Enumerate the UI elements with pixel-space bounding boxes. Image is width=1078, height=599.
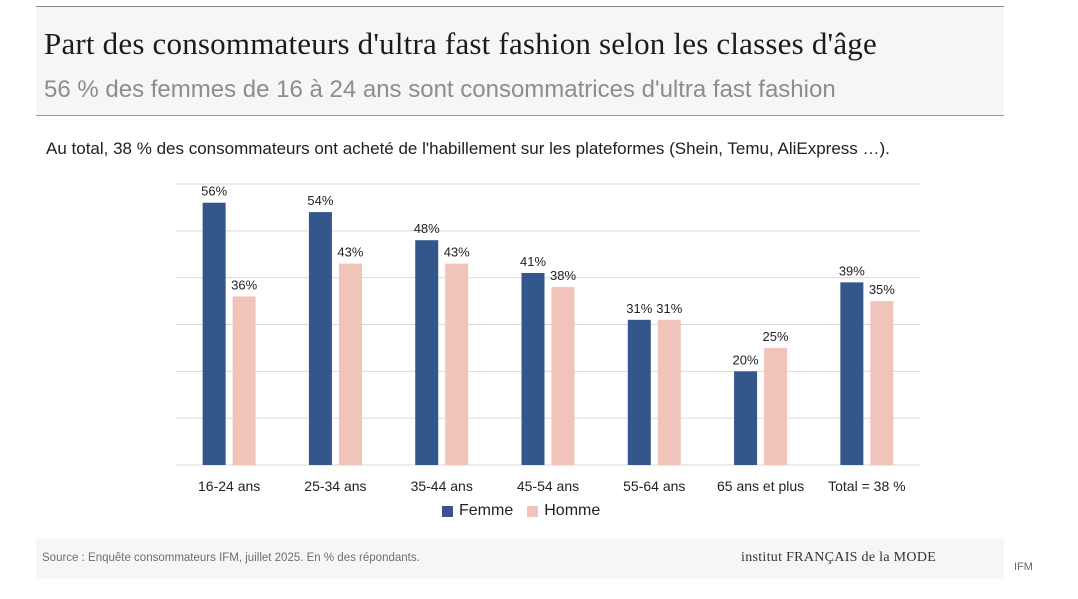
data-label-femme: 48%: [414, 221, 440, 236]
chart-legend: Femme Homme: [442, 501, 600, 521]
data-label-femme: 31%: [626, 301, 652, 316]
legend-item-homme: Homme: [527, 502, 600, 520]
legend-swatch-femme: [442, 505, 453, 517]
top-rule: [36, 6, 1004, 7]
data-label-femme: 54%: [307, 193, 333, 208]
header-divider: [36, 115, 1004, 116]
data-label-femme: 41%: [520, 254, 546, 269]
data-label-femme: 20%: [733, 352, 759, 367]
data-label-homme: 31%: [656, 301, 682, 316]
data-label-femme: 39%: [839, 263, 865, 278]
bar-homme: [870, 301, 894, 465]
legend-item-femme: Femme: [442, 502, 513, 520]
bar-femme: [734, 371, 758, 465]
x-tick-label: Total = 38 %: [828, 478, 905, 494]
x-tick-label: 45-54 ans: [517, 478, 579, 494]
data-label-femme: 56%: [201, 184, 227, 199]
legend-label-femme: Femme: [459, 502, 514, 519]
bar-femme: [202, 202, 226, 465]
corner-label: IFM: [1014, 561, 1033, 573]
bar-homme: [338, 263, 362, 465]
legend-label-homme: Homme: [544, 502, 601, 519]
data-label-homme: 43%: [337, 245, 363, 260]
bar-femme: [840, 282, 864, 465]
bar-femme: [308, 212, 332, 465]
bar-femme: [415, 240, 439, 465]
legend-swatch-homme: [527, 505, 539, 517]
x-tick-label: 16-24 ans: [198, 478, 260, 494]
data-label-homme: 25%: [763, 329, 789, 344]
data-label-homme: 38%: [550, 268, 576, 283]
data-label-homme: 36%: [231, 277, 257, 292]
page-title: Part des consommateurs d'ultra fast fash…: [44, 26, 877, 61]
bar-femme: [627, 319, 651, 465]
x-tick-label: 35-44 ans: [411, 478, 473, 494]
ifm-logo: institut FRANÇAIS de la MODE: [741, 550, 937, 565]
data-label-homme: 35%: [869, 282, 895, 297]
x-tick-label: 25-34 ans: [304, 478, 366, 494]
source-note: Source : Enquête consommateurs IFM, juil…: [42, 552, 420, 564]
bar-homme: [764, 347, 788, 465]
bar-femme: [521, 272, 545, 465]
x-tick-label: 55-64 ans: [623, 478, 685, 494]
bar-homme: [551, 287, 575, 465]
bar-homme: [232, 296, 256, 465]
page-subtitle: 56 % des femmes de 16 à 24 ans sont cons…: [44, 76, 836, 103]
bar-homme: [657, 319, 681, 465]
chart-summary: Au total, 38 % des consommateurs ont ach…: [46, 139, 890, 158]
data-label-homme: 43%: [444, 245, 470, 260]
x-tick-label: 65 ans et plus: [717, 478, 804, 494]
bar-homme: [445, 263, 469, 465]
